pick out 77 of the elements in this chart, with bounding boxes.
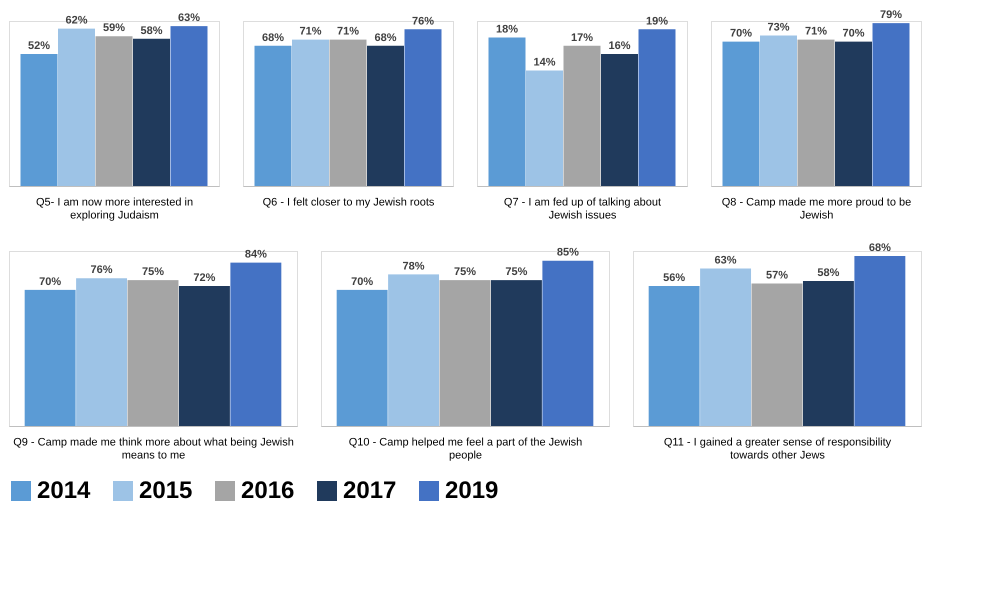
bar [722,42,760,186]
data-label: 70% [730,28,752,40]
data-label: 70% [351,276,374,288]
bar [24,290,76,426]
bar [170,26,208,186]
bar [542,260,594,426]
data-label: 71% [299,26,322,38]
legend-label: 2016 [241,477,294,504]
data-label: 68% [374,32,397,44]
bar [230,262,282,426]
bar [638,29,676,186]
bar [490,280,542,426]
bar [96,36,132,186]
bar [76,278,128,426]
bar [854,256,906,426]
data-label: 85% [556,246,580,259]
data-label: 84% [244,248,268,261]
data-label: 58% [140,24,163,37]
bar [798,40,834,186]
bar [760,35,797,186]
bar [488,38,526,186]
data-label: 68% [868,242,892,254]
data-label: 16% [608,40,631,52]
bar [601,54,638,186]
data-label: 14% [533,56,556,68]
data-label: 73% [767,21,790,34]
data-label: 70% [39,276,62,288]
bar [58,28,95,186]
x-axis-title: Q10 - Camp helped me feel a part of the Jewish people [348,436,582,462]
data-label: 57% [766,270,788,282]
bar [564,46,600,186]
bar [178,286,230,426]
data-label: 52% [28,40,50,52]
data-label: 17% [570,32,594,44]
x-axis-title: Q6 - I felt closer to my Jewish roots [262,196,435,208]
legend-label: 2019 [445,477,498,504]
data-label: 71% [336,26,360,38]
bar [802,281,854,426]
x-axis-title: Q8 - Camp made me more proud to be Jewish [722,196,912,222]
x-axis-title: Q5- I am now more interested in exploring Judaism [36,196,194,222]
bar [700,268,752,426]
data-label: 76% [90,264,113,276]
data-label: 63% [178,12,200,24]
data-label: 72% [193,272,216,284]
bar [526,70,563,186]
bar [752,284,802,426]
bar [128,280,178,426]
data-label: 79% [880,9,902,22]
data-label: 59% [102,22,126,34]
legend-label: 2017 [343,477,396,504]
data-label: 70% [842,28,865,40]
data-label: 75% [454,266,476,278]
data-label: 63% [714,254,737,266]
x-axis-title: Q9 - Camp made me think more about what being Jewish means to me [13,436,294,462]
bar [388,274,440,426]
legend-label: 2015 [139,477,192,504]
data-label: 58% [817,267,840,279]
data-label: 76% [412,15,434,28]
bar [20,54,58,186]
data-label: 78% [402,260,425,272]
data-label: 71% [804,26,828,38]
data-label: 56% [663,272,686,284]
bar [336,290,388,426]
data-label: 75% [505,266,528,278]
legend-label: 2014 [37,477,92,504]
bar [440,280,490,426]
bar [133,38,170,186]
bar [872,23,910,186]
x-axis-title: Q11 - I gained a greater sense of responsibility towards other Jews [664,436,892,462]
data-label: 75% [142,266,164,278]
data-label: 68% [262,32,284,44]
bar [648,286,700,426]
data-label: 18% [496,24,518,36]
data-label: 62% [65,14,88,27]
bar [835,42,872,186]
x-axis-title: Q7 - I am fed up of talking about Jewish issues [504,196,662,222]
data-label: 19% [646,15,668,28]
